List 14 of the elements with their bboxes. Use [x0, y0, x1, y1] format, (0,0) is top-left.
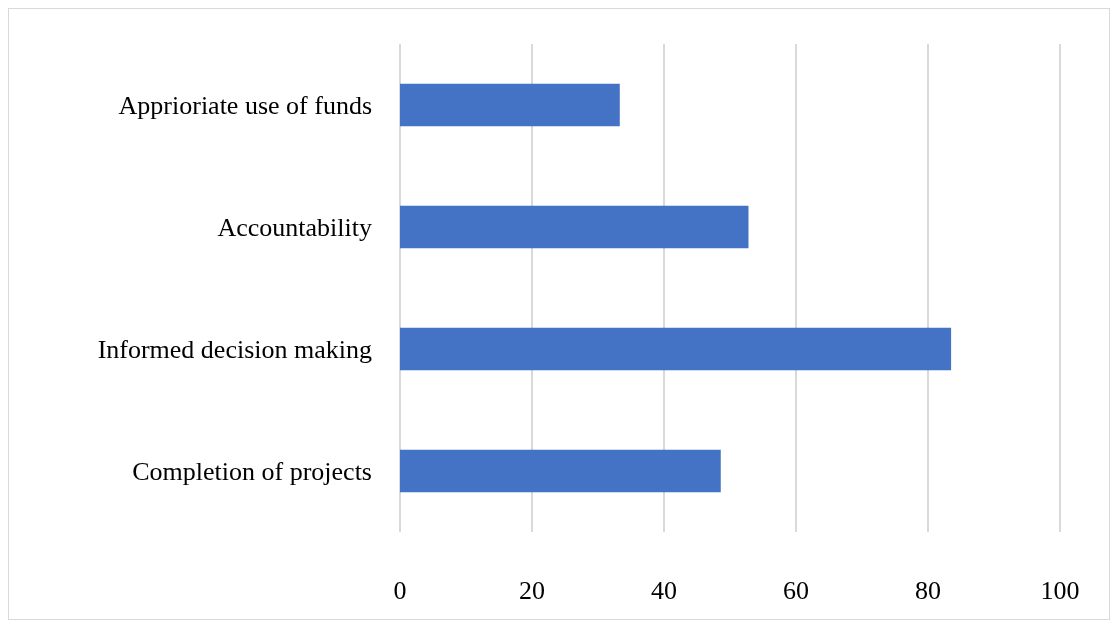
bar	[400, 83, 620, 127]
x-tick-label: 100	[1040, 575, 1080, 605]
x-tick-label: 40	[651, 575, 677, 605]
y-tick-label: Completion of projects	[132, 456, 372, 486]
y-tick-label: Accountability	[217, 212, 372, 242]
bar	[400, 205, 749, 249]
bar	[400, 327, 952, 371]
bar	[400, 449, 721, 493]
x-tick-label: 20	[519, 575, 545, 605]
y-tick-label: Apprioriate use of funds	[118, 90, 372, 120]
x-tick-label: 0	[393, 575, 407, 605]
y-tick-label: Informed decision making	[97, 334, 372, 364]
x-tick-label: 80	[915, 575, 941, 605]
x-tick-label: 60	[783, 575, 809, 605]
